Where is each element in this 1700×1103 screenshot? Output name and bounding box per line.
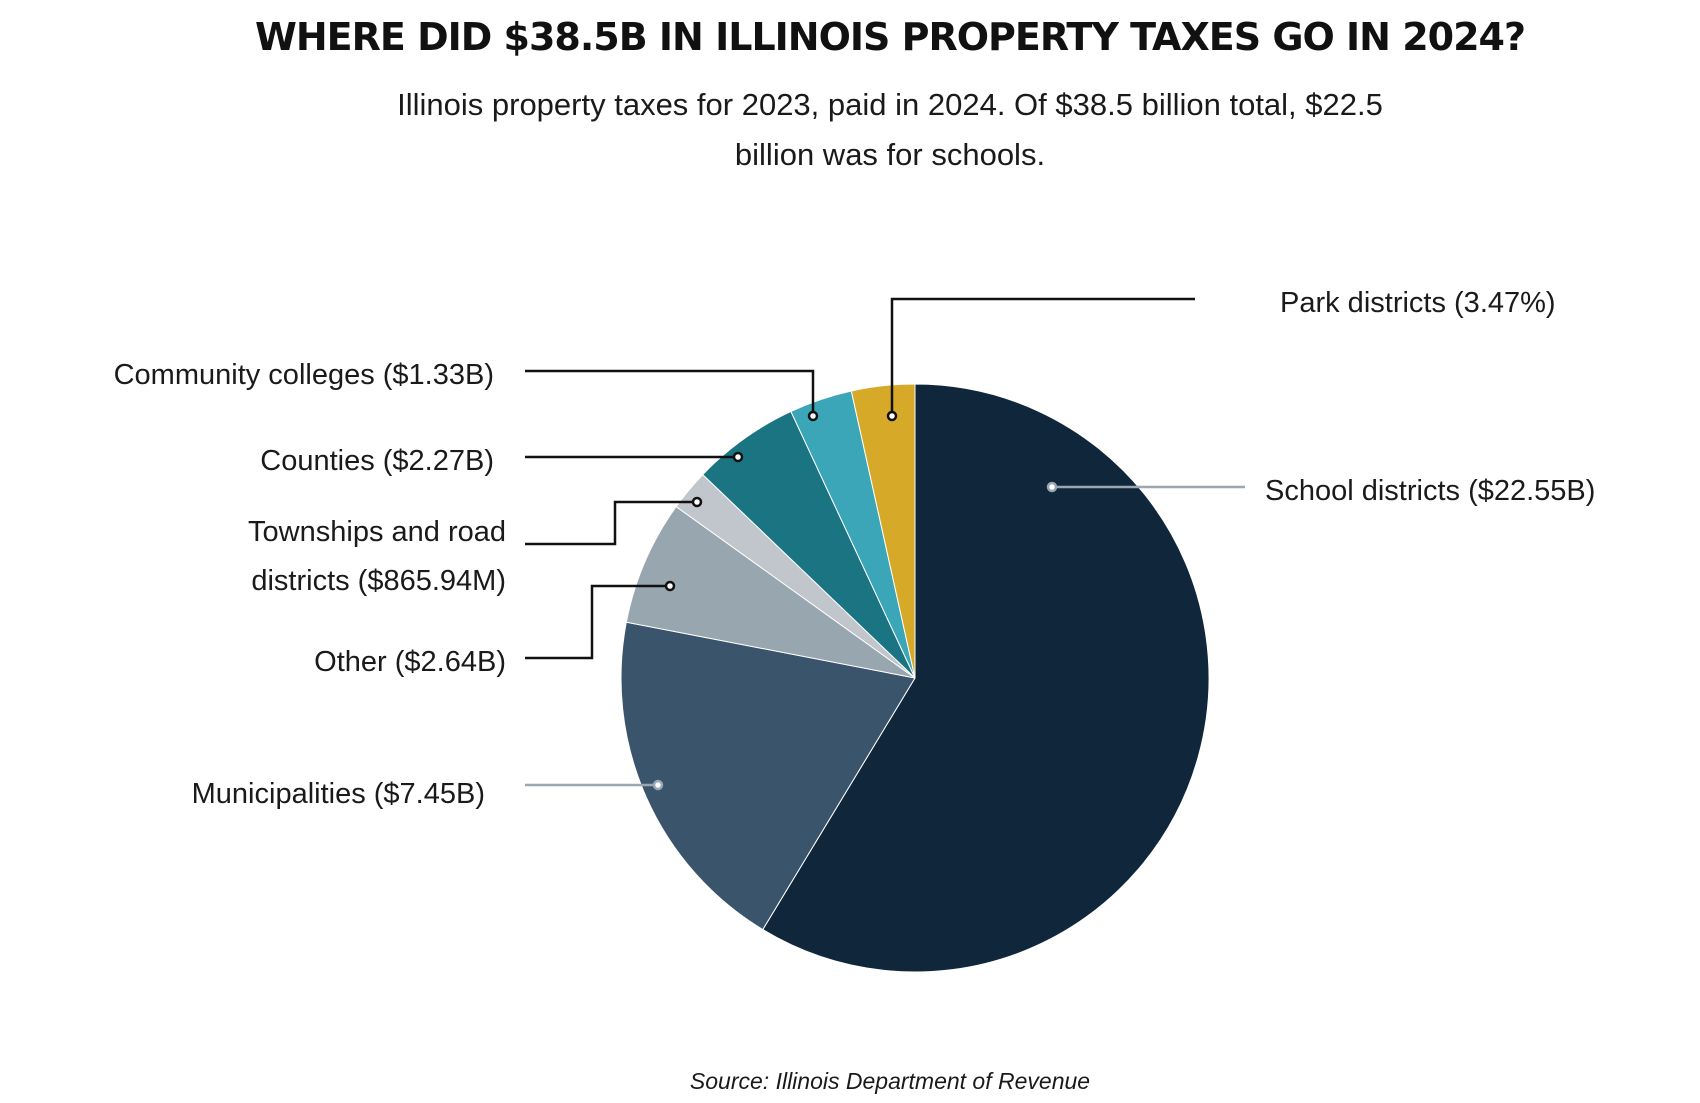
label-park-districts: Park districts (3.47%) <box>1280 287 1556 319</box>
leader-dot-counties <box>732 451 744 463</box>
label-townships-line2: districts ($865.94M) <box>251 565 506 597</box>
leader-dot-other <box>664 580 676 592</box>
label-counties: Counties ($2.27B) <box>260 445 494 477</box>
leader-dot-community-colleges <box>807 410 819 422</box>
leader-community-colleges <box>525 369 815 416</box>
leader-dot-townships <box>691 496 703 508</box>
label-school-districts: School districts ($22.55B) <box>1265 475 1595 507</box>
label-municipalities: Municipalities ($7.45B) <box>192 778 485 810</box>
leader-other <box>525 584 670 660</box>
chart-source: Source: Illinois Department of Revenue <box>690 1068 1090 1094</box>
label-townships-line1: Townships and road <box>248 516 506 548</box>
leader-townships <box>525 500 697 546</box>
pie-slice-other <box>625 505 916 679</box>
pie-slice-school-districts <box>762 383 1210 973</box>
chart-title: WHERE DID $38.5B IN ILLINOIS PROPERTY TA… <box>255 15 1525 59</box>
chart-subtitle-line1: Illinois property taxes for 2023, paid i… <box>397 87 1383 122</box>
pie-slice-municipalities <box>620 621 916 931</box>
chart-subtitle-line2: billion was for schools. <box>735 137 1045 172</box>
leader-dot-school-districts <box>1046 481 1058 493</box>
leader-dot-park-districts <box>886 410 898 422</box>
label-community-colleges: Community colleges ($1.33B) <box>114 359 494 391</box>
pie-slices <box>620 383 1210 973</box>
leader-dot-municipalities <box>652 779 664 791</box>
label-other: Other ($2.64B) <box>314 646 506 678</box>
leader-park-districts <box>890 297 1195 416</box>
pie-slice-park-districts <box>850 383 916 679</box>
